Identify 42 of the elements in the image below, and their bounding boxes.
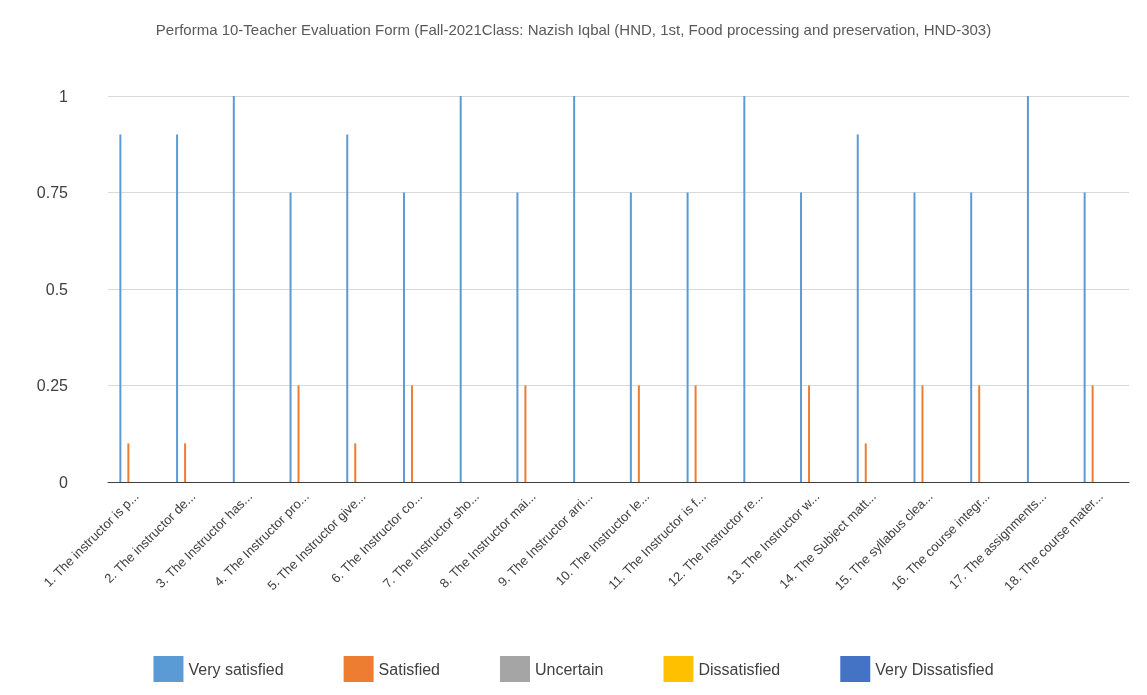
legend-label: Satisfied [378, 660, 440, 678]
bar [800, 192, 803, 482]
bar [970, 192, 973, 482]
bar [629, 192, 632, 482]
legend-label: Very Dissatisfied [875, 660, 994, 678]
bar [184, 443, 187, 482]
bar [686, 192, 689, 482]
y-tick-label: 1 [59, 87, 69, 105]
legend-label: Dissatisfied [698, 660, 781, 678]
bar [808, 385, 811, 482]
bar [856, 134, 859, 482]
bar [459, 96, 462, 482]
bar [978, 385, 981, 482]
bar [864, 443, 867, 482]
bar [921, 385, 924, 482]
bar [232, 96, 235, 482]
bar [694, 385, 697, 482]
bar [176, 134, 179, 482]
legend-label: Very satisfied [188, 660, 284, 678]
y-tick-label: 0.5 [45, 280, 69, 298]
bar [289, 192, 292, 482]
bar [573, 96, 576, 482]
bar [1083, 192, 1086, 482]
y-tick-label: 0.75 [36, 184, 69, 201]
bar [1091, 385, 1094, 482]
bar [913, 192, 916, 482]
bar [524, 385, 527, 482]
y-tick-label: 0.25 [36, 377, 69, 394]
bar [743, 96, 746, 482]
bar [516, 192, 519, 482]
bar [354, 443, 357, 482]
legend-label: Uncertain [534, 660, 604, 678]
bar [297, 385, 300, 482]
y-tick-label: 0 [59, 473, 69, 491]
bar [1026, 96, 1029, 482]
chart-title: Performa 10-Teacher Evaluation Form (Fall-2021Class: Nazish Iqbal (HND, 1st, Food processing and preservation, HND-303) [155, 20, 992, 38]
bar [127, 443, 130, 482]
bar [402, 192, 405, 482]
bar [410, 385, 413, 482]
bar [346, 134, 349, 482]
bar [637, 385, 640, 482]
bar [119, 134, 122, 482]
